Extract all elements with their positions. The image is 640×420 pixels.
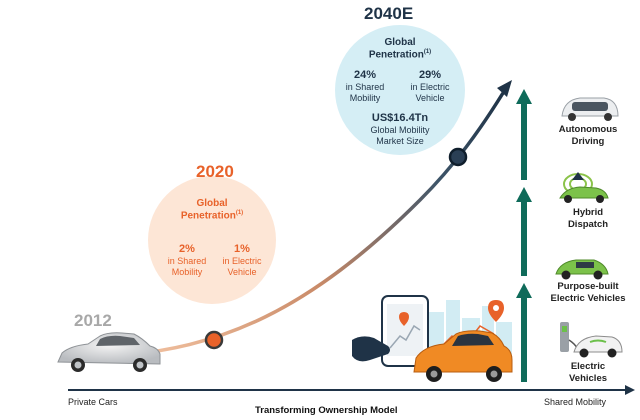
purpose-built-ev-illustration	[555, 259, 609, 280]
stage-label-electric-vehicles: Electric Vehicles	[568, 361, 608, 384]
autonomous-pod-illustration	[561, 97, 619, 121]
milestone-2020-dot	[204, 330, 224, 350]
circle-2020-bg	[148, 176, 276, 304]
stat-2040-electric-vehicle: 29% in Electric Vehicle	[410, 69, 450, 103]
circle-2040-title: Global Penetration(1)	[368, 37, 432, 61]
stage-label-purpose-built-ev: Purpose-built Electric Vehicles	[550, 281, 626, 304]
milestone-2040-dot	[448, 147, 468, 167]
stat-2040-market-size: US$16.4Tn Global Mobility Market Size	[370, 112, 430, 146]
growth-curve	[109, 92, 505, 358]
axis-arrowhead	[625, 385, 635, 395]
circle-2020-title: Global Penetration(1)	[180, 198, 244, 222]
stat-2020-shared-mobility: 2% in Shared Mobility	[167, 243, 207, 277]
curve-arrowhead	[497, 80, 512, 97]
axis-right-label: Shared Mobility	[544, 397, 607, 407]
stat-2040-shared-mobility: 24% in Shared Mobility	[345, 69, 385, 103]
stage-label-autonomous-driving: Autonomous Driving	[558, 124, 618, 147]
stage-label-hybrid-dispatch: Hybrid Dispatch	[567, 207, 609, 230]
electric-vehicle-illustration	[560, 322, 623, 358]
year-2040e: 2040E	[364, 4, 414, 23]
axis-title: Transforming Ownership Model	[255, 405, 398, 416]
private-car-illustration	[57, 332, 161, 372]
stage-arrows	[516, 89, 532, 382]
axis-left-label: Private Cars	[68, 397, 118, 407]
stat-2020-electric-vehicle: 1% in Electric Vehicle	[222, 243, 262, 277]
year-2012: 2012	[74, 311, 112, 330]
city-illustration	[352, 295, 513, 382]
circle-2040-bg	[335, 25, 465, 155]
year-2020: 2020	[196, 162, 234, 181]
hybrid-dispatch-illustration	[559, 172, 609, 203]
